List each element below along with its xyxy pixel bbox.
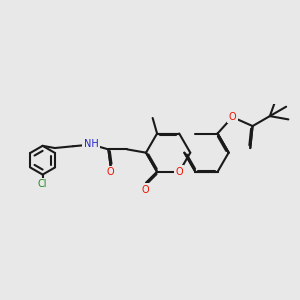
- Text: Cl: Cl: [38, 179, 47, 189]
- Text: O: O: [229, 112, 236, 122]
- Text: O: O: [141, 184, 149, 195]
- Text: O: O: [107, 167, 114, 177]
- Text: NH: NH: [84, 140, 98, 149]
- Text: O: O: [176, 167, 183, 177]
